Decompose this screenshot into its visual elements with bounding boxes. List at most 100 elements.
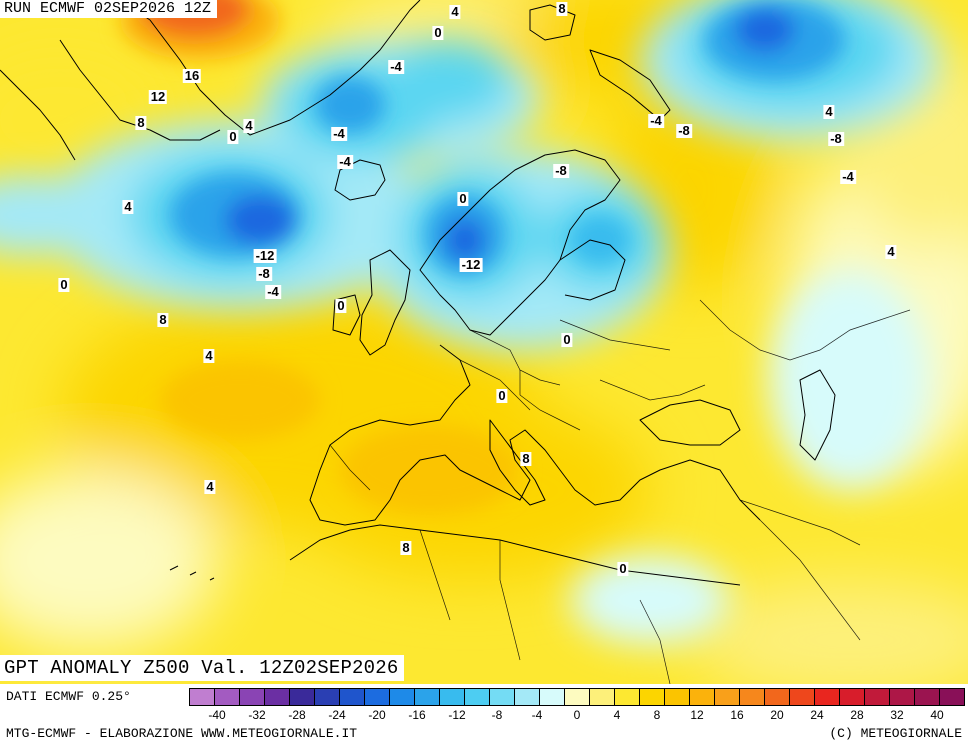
scale-tick-label: -32: [248, 708, 266, 722]
scale-swatch: [490, 689, 515, 705]
scale-tick-label: 20: [770, 708, 784, 722]
scale-swatch: [865, 689, 890, 705]
credit-left: MTG-ECMWF - ELABORAZIONE WWW.METEOGIORNA…: [6, 726, 358, 741]
italy-coast: [489, 419, 546, 506]
scale-tick-label: -24: [328, 708, 346, 722]
scale-tick-label: -16: [408, 708, 426, 722]
iceland-coast: [334, 159, 386, 201]
contour-label: 4: [449, 4, 461, 19]
contour-label: 4: [823, 104, 835, 119]
scale-swatch: [940, 689, 964, 705]
data-source-label: DATI ECMWF 0.25°: [6, 689, 131, 704]
scale-tick-label: 8: [653, 708, 661, 722]
ireland-coast: [332, 294, 361, 336]
contour-label: -12: [253, 248, 277, 263]
map-title: GPT ANOMALY Z500 Val. 12Z02SEP2026: [0, 655, 405, 681]
finland-coast: [559, 239, 626, 301]
contour-label: -4: [265, 284, 281, 299]
contour-label: 12: [148, 89, 168, 104]
contour-label: 8: [400, 540, 412, 555]
contour-label: 8: [520, 451, 532, 466]
scale-swatch: [815, 689, 840, 705]
legend-footer: DATI ECMWF 0.25° -40 -32 -28 -24 -20 -16 -12 -8…: [0, 684, 968, 745]
uk-coast: [359, 249, 411, 356]
scale-swatch: [915, 689, 940, 705]
scale-swatch: [640, 689, 665, 705]
scale-swatch: [465, 689, 490, 705]
scale-tick-label: 4: [613, 708, 621, 722]
contour-label: 0: [227, 129, 239, 144]
contour-label: 4: [243, 118, 255, 133]
scale-swatch: [440, 689, 465, 705]
greenland-coast: [119, 0, 421, 136]
contour-label: 0: [496, 388, 508, 403]
scale-swatch: [240, 689, 265, 705]
scale-tick-label: -8: [491, 708, 503, 722]
scale-swatch: [840, 689, 865, 705]
contour-label: -8: [256, 266, 272, 281]
contour-label: -8: [676, 123, 692, 138]
run-title: RUN ECMWF 02SEP2026 12Z: [0, 0, 218, 18]
scale-tick-label: 32: [890, 708, 904, 722]
contour-label: 0: [457, 191, 469, 206]
labrador-coast: [0, 69, 76, 161]
scale-tick-label: -40: [208, 708, 226, 722]
scale-swatch: [265, 689, 290, 705]
color-scale-bar: [189, 688, 965, 706]
scale-swatch: [890, 689, 915, 705]
credit-right: (C) METEOGIORNALE: [829, 726, 962, 741]
borders: [329, 299, 911, 684]
contour-label: -8: [553, 163, 569, 178]
contour-label: 4: [885, 244, 897, 259]
novaya-zemlya-coast: [589, 49, 671, 121]
scale-swatch: [540, 689, 565, 705]
scale-swatch: [715, 689, 740, 705]
scale-swatch: [290, 689, 315, 705]
canary-islands: [169, 565, 215, 581]
scale-tick-label: 12: [690, 708, 704, 722]
contour-label: -4: [648, 113, 664, 128]
scale-tick-label: -12: [448, 708, 466, 722]
svalbard-coast: [529, 4, 576, 41]
scale-tick-label: -28: [288, 708, 306, 722]
greenland-coast-west: [59, 39, 221, 141]
scale-swatch: [615, 689, 640, 705]
contour-label: 4: [204, 479, 216, 494]
scale-swatch: [690, 689, 715, 705]
scale-swatch: [790, 689, 815, 705]
scale-swatch: [340, 689, 365, 705]
negative-anomaly-layer: [0, 0, 940, 645]
contour-label: 0: [561, 332, 573, 347]
scale-swatch: [665, 689, 690, 705]
contour-label: -8: [828, 131, 844, 146]
europe-coast: [309, 344, 761, 526]
contour-label: -4: [331, 126, 347, 141]
scale-swatch: [365, 689, 390, 705]
scale-swatch: [590, 689, 615, 705]
core-anomaly-layer: [120, 0, 845, 515]
contour-label: 0: [58, 277, 70, 292]
contour-label: -4: [388, 59, 404, 74]
contour-label: 8: [556, 1, 568, 16]
scale-swatch: [190, 689, 215, 705]
scale-swatch: [315, 689, 340, 705]
contour-label: 8: [135, 115, 147, 130]
contour-label: 0: [432, 25, 444, 40]
scandinavia-coast: [419, 149, 621, 336]
contour-label: -4: [840, 169, 856, 184]
caspian-coast: [799, 369, 836, 461]
scale-tick-label: 24: [810, 708, 824, 722]
contour-label: 16: [182, 68, 202, 83]
black-sea-coast: [639, 399, 741, 446]
contour-label: 4: [203, 348, 215, 363]
color-scale-ticks: -40 -32 -28 -24 -20 -16 -12 -8 -4 0 4 8 12 16 20 24 28 32…: [189, 708, 965, 724]
scale-swatch: [740, 689, 765, 705]
scale-tick-label: 16: [730, 708, 744, 722]
contour-label: 0: [617, 561, 629, 576]
scale-tick-label: 28: [850, 708, 864, 722]
scale-swatch: [415, 689, 440, 705]
contour-label: -12: [459, 257, 483, 272]
scale-swatch: [390, 689, 415, 705]
contour-label: 8: [157, 312, 169, 327]
scale-swatch: [565, 689, 590, 705]
